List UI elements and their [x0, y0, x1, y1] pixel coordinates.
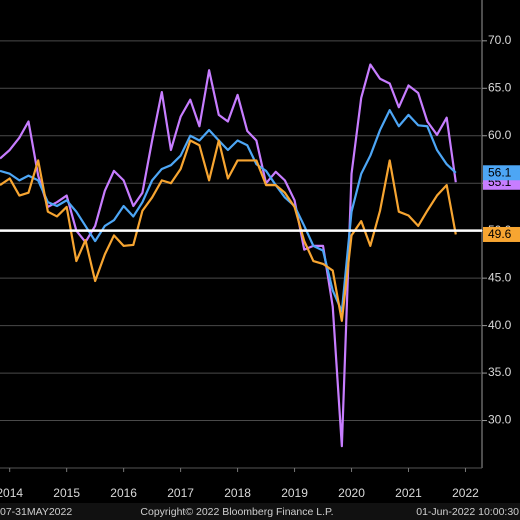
last-value-label: 56.1: [488, 165, 512, 179]
y-tick-label: 30.0: [488, 413, 512, 427]
x-tick-label: 2017: [167, 486, 194, 500]
x-tick-label: 2016: [110, 486, 137, 500]
series-line: [0, 139, 457, 322]
footer-date-range: 07-31MAY2022: [0, 506, 72, 518]
footer-copyright: Copyright© 2022 Bloomberg Finance L.P.: [140, 506, 333, 518]
last-value-box: [483, 165, 520, 181]
footer-timestamp: 01-Jun-2022 10:00:30: [416, 506, 519, 518]
x-tick-label: 2022: [452, 486, 479, 500]
last-value-box: [483, 226, 520, 242]
last-value-label: 49.6: [488, 227, 512, 241]
y-tick-label: 70.0: [488, 33, 512, 47]
x-tick-label: 2018: [224, 486, 251, 500]
plot-area: [0, 40, 482, 448]
y-tick-label: 35.0: [488, 365, 512, 379]
x-tick-label: 2015: [53, 486, 80, 500]
y-tick-label: 65.0: [488, 80, 512, 94]
x-tick-label: 2019: [281, 486, 308, 500]
footer-bar: [0, 503, 520, 520]
series-line: [0, 109, 457, 313]
y-tick-label: 60.0: [488, 128, 512, 142]
y-tick-label: 45.0: [488, 270, 512, 284]
x-tick-label: 2021: [395, 486, 422, 500]
x-tick-label: 2020: [338, 486, 365, 500]
x-tick-label: 2014: [0, 486, 23, 500]
y-tick-label: 40.0: [488, 318, 512, 332]
